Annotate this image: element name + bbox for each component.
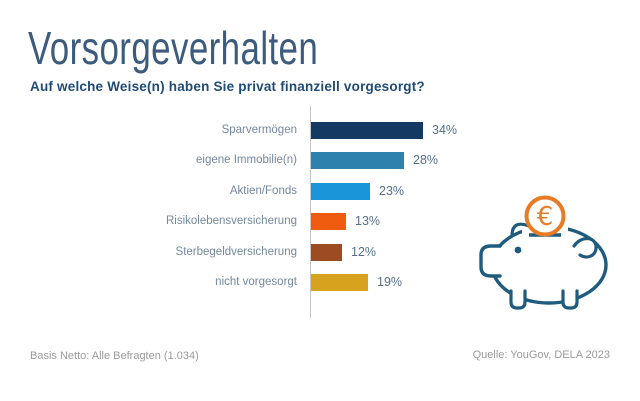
page-title: Vorsorgeverhalten	[28, 22, 319, 74]
chart-axis-line	[310, 106, 311, 318]
bar-row: nicht vorgesorgt 19%	[0, 274, 640, 291]
pig-leg-back	[561, 289, 579, 310]
value-label: 13%	[355, 214, 381, 229]
bar-row: Aktien/Fonds 23%	[0, 182, 640, 200]
piggy-bank-euro-icon: €	[479, 195, 608, 310]
category-label: Sparvermögen	[221, 124, 297, 136]
value-label: 28%	[413, 153, 439, 168]
bar	[311, 152, 404, 170]
pig-snout	[479, 244, 502, 278]
pig-eye	[514, 246, 522, 254]
value-label: 23%	[379, 183, 405, 198]
bar-row: eigene Immobilie(n) 28%	[0, 152, 640, 170]
value-label: 19%	[377, 275, 403, 289]
bar-row: Risikolebensversicherung 13%	[0, 213, 640, 231]
category-label: nicht vorgesorgt	[215, 276, 297, 288]
bar-row: Sterbegeldversicherung 12%	[0, 243, 640, 261]
pig-leg-front	[509, 289, 527, 310]
value-label: 34%	[432, 123, 458, 137]
basis-note: Basis Netto: Alle Befragten (1.034)	[30, 350, 199, 362]
category-label: Sterbegeldversicherung	[175, 245, 297, 258]
pig-ear	[510, 222, 531, 236]
category-label: Risikolebensversicherung	[165, 215, 297, 228]
source-note: Quelle: YouGov, DELA 2023	[472, 349, 610, 361]
bar-row: Sparvermögen 34%	[0, 122, 640, 139]
bar	[311, 243, 342, 261]
bar	[311, 274, 368, 291]
pig-tail	[572, 236, 598, 259]
bar	[311, 122, 423, 139]
category-label: eigene Immobilie(n)	[196, 154, 297, 167]
euro-coin-icon	[524, 195, 566, 237]
chart-question-subtitle: Auf welche Weise(n) haben Sie privat fin…	[30, 79, 425, 94]
bar	[311, 182, 370, 200]
bar	[311, 213, 346, 231]
category-label: Aktien/Fonds	[229, 184, 297, 197]
euro-symbol: €	[537, 202, 554, 232]
value-label: 12%	[351, 244, 377, 259]
